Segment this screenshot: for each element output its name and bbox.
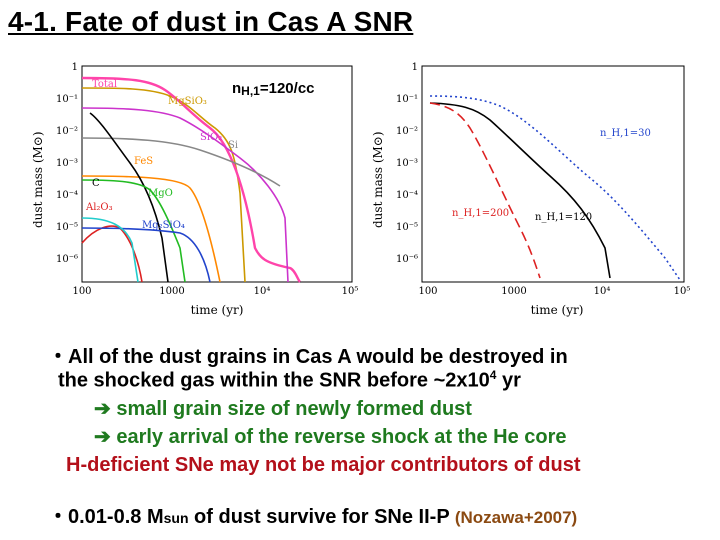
curve-n120 [429, 102, 611, 279]
curve-mg2sio4 [81, 227, 211, 283]
curve-sio2 [81, 107, 289, 283]
conclusion: H-deficient SNe may not be major contrib… [66, 454, 581, 476]
left-xtick: 100 [72, 286, 91, 297]
bullet-2-rest: of dust survive for SNe II-P [188, 506, 455, 528]
bullet-1-line-2: the shocked gas within the SNR before ~2… [58, 368, 521, 393]
sub-point-2-text: early arrival of the reverse shock at th… [110, 426, 567, 448]
arrow-right-icon: ➔ [94, 426, 111, 448]
density-label: nH,1=120/cc [232, 80, 315, 98]
density-subscript: H,1 [241, 84, 260, 98]
curve-mgsio3 [81, 87, 246, 283]
label-n120: n_H,1=120 [535, 212, 592, 223]
density-symbol: n [232, 80, 242, 97]
left-ytick: 10⁻² [56, 126, 78, 137]
right-panel: dust mass (M⊙) 1 10⁻¹ 10⁻² 10⁻³ 10⁻⁴ 10⁻… [371, 62, 690, 317]
right-xtick: 1000 [501, 286, 526, 297]
bullet-1-text: the shocked gas within the SNR before ~2… [58, 369, 490, 392]
left-xtick: 1000 [159, 286, 184, 297]
right-xtick: 100 [418, 286, 437, 297]
left-ytick: 10⁻³ [56, 158, 78, 169]
label-n30: n_H,1=30 [600, 128, 651, 139]
curve-si [81, 137, 281, 187]
left-ylabel: dust mass (M⊙) [31, 131, 45, 228]
bullet-2: ・0.01-0.8 Msun of dust survive for SNe I… [48, 500, 577, 529]
curve-fes [81, 175, 221, 283]
right-ytick: 10⁻¹ [396, 94, 418, 105]
sub-point-1: ➔ small grain size of newly formed dust [94, 396, 472, 421]
right-plot-frame [421, 65, 685, 283]
right-xlabel: time (yr) [531, 303, 584, 317]
label-c: C [92, 178, 100, 189]
label-si: Si [228, 140, 238, 151]
right-ytick: 10⁻⁴ [396, 190, 418, 201]
label-mg2sio4: Mg₂SiO₄ [142, 220, 185, 231]
left-xtick: 10⁵ [342, 286, 359, 297]
left-ytick: 1 [72, 62, 78, 73]
left-ytick: 10⁻⁵ [56, 222, 78, 233]
right-ytick: 10⁻⁵ [396, 222, 418, 233]
left-plot-frame [81, 65, 353, 283]
bullet-1-unit: yr [496, 369, 521, 392]
right-ylabel: dust mass (M⊙) [371, 131, 385, 228]
label-al2o3: Al₂O₃ [85, 202, 113, 213]
curve-n200 [429, 102, 541, 279]
label-total: Total [92, 79, 117, 90]
label-mgo: MgO [148, 188, 173, 199]
right-ytick: 10⁻² [396, 126, 418, 137]
sub-point-2: ➔ early arrival of the reverse shock at … [94, 424, 567, 449]
label-n200: n_H,1=200 [452, 208, 509, 219]
right-ytick: 10⁻³ [396, 158, 418, 169]
curve-mgo [81, 179, 186, 283]
bullet-2-text: ・0.01-0.8 M [48, 506, 164, 528]
left-xlabel: time (yr) [191, 303, 244, 317]
right-xtick: 10⁴ [594, 286, 611, 297]
left-ytick: 10⁻⁴ [56, 190, 78, 201]
right-xtick: 10⁵ [674, 286, 690, 297]
left-panel: dust mass (M⊙) 1 10⁻¹ 10⁻² 10⁻³ 10⁻⁴ 10⁻… [31, 62, 358, 317]
page-title: 4-1. Fate of dust in Cas A SNR [8, 6, 414, 37]
left-ytick: 10⁻¹ [56, 94, 78, 105]
sub-point-1-text: small grain size of newly formed dust [110, 398, 472, 420]
left-ytick: 10⁻⁶ [56, 254, 78, 265]
right-ytick: 1 [412, 62, 418, 73]
label-sio2: SiO₂ [200, 132, 222, 143]
citation: (Nozawa+2007) [454, 508, 578, 527]
arrow-right-icon: ➔ [94, 398, 111, 420]
label-fes: FeS [134, 156, 153, 167]
msun-subscript: sun [163, 510, 189, 526]
right-ytick: 10⁻⁶ [396, 254, 418, 265]
curve-n30 [429, 95, 681, 281]
figure: dust mass (M⊙) 1 10⁻¹ 10⁻² 10⁻³ 10⁻⁴ 10⁻… [31, 62, 690, 317]
density-value: =120/cc [259, 80, 315, 97]
curve-cyan [81, 217, 139, 283]
left-xtick: 10⁴ [254, 286, 271, 297]
bullet-1-line-1: ・All of the dust grains in Cas A would b… [48, 346, 568, 368]
exponent: 4 [489, 368, 497, 382]
curve-c [89, 112, 169, 283]
label-mgsio3: MgSiO₃ [168, 96, 207, 107]
